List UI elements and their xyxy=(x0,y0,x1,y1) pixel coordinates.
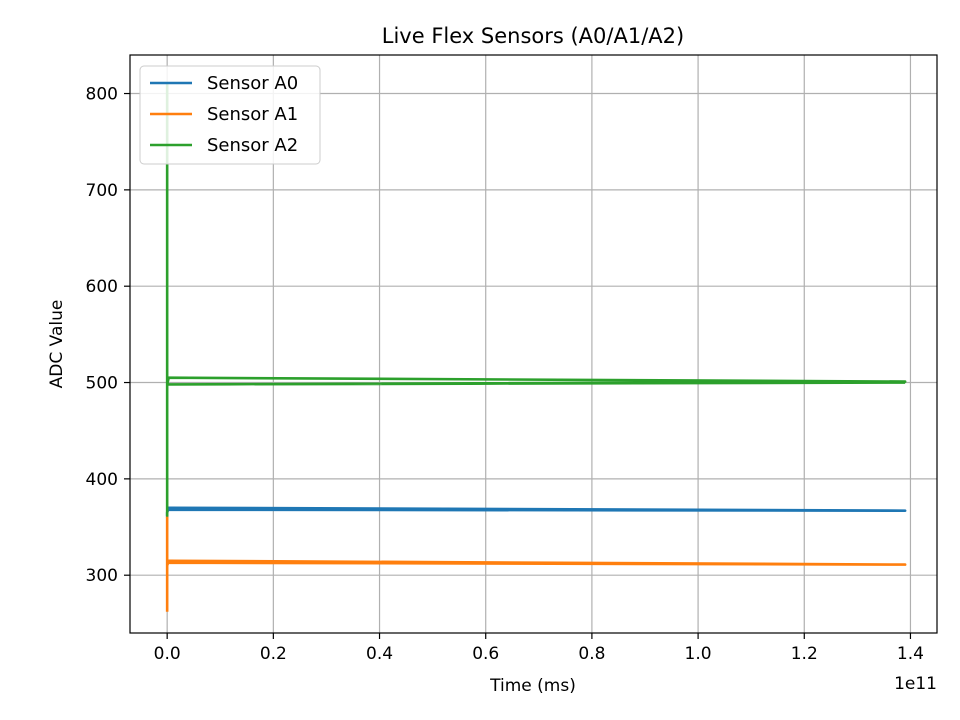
x-axis-label: Time (ms) xyxy=(489,676,576,696)
legend-label-a1: Sensor A1 xyxy=(207,104,298,125)
series-line-sensor-a1 xyxy=(165,516,907,612)
legend-label-a2: Sensor A2 xyxy=(207,135,298,156)
y-tick-label: 500 xyxy=(86,374,118,394)
legend-box xyxy=(139,65,321,165)
y-tick-label: 600 xyxy=(86,277,118,297)
x-tick-label: 1.0 xyxy=(685,644,712,664)
y-tick-label: 400 xyxy=(86,470,118,490)
plot-frame xyxy=(129,54,938,634)
x-tick-label: 0.4 xyxy=(366,644,393,664)
y-tick-label: 300 xyxy=(86,566,118,586)
x-tick-label: 1.2 xyxy=(791,644,818,664)
legend: Sensor A0 Sensor A1 Sensor A2 xyxy=(139,65,321,165)
y-tick-label: 800 xyxy=(86,85,118,105)
y-tick-label: 700 xyxy=(86,181,118,201)
y-axis-ticks: 300 400 500 600 700 800 xyxy=(86,85,130,586)
x-axis-offset-label: 1e11 xyxy=(894,674,937,694)
legend-label-a0: Sensor A0 xyxy=(207,73,298,94)
chart-title: Live Flex Sensors (A0/A1/A2) xyxy=(382,24,684,48)
series-line-sensor-a2 xyxy=(165,83,907,517)
x-tick-label: 0.6 xyxy=(472,644,499,664)
x-tick-label: 1.4 xyxy=(897,644,924,664)
x-tick-label: 0.2 xyxy=(260,644,287,664)
series-lines xyxy=(165,83,907,612)
x-axis-ticks: 0.0 0.2 0.4 0.6 0.8 1.0 1.2 1.4 xyxy=(154,633,924,664)
x-tick-label: 0.0 xyxy=(154,644,181,664)
y-axis-label: ADC Value xyxy=(47,300,67,389)
x-tick-label: 0.8 xyxy=(578,644,605,664)
